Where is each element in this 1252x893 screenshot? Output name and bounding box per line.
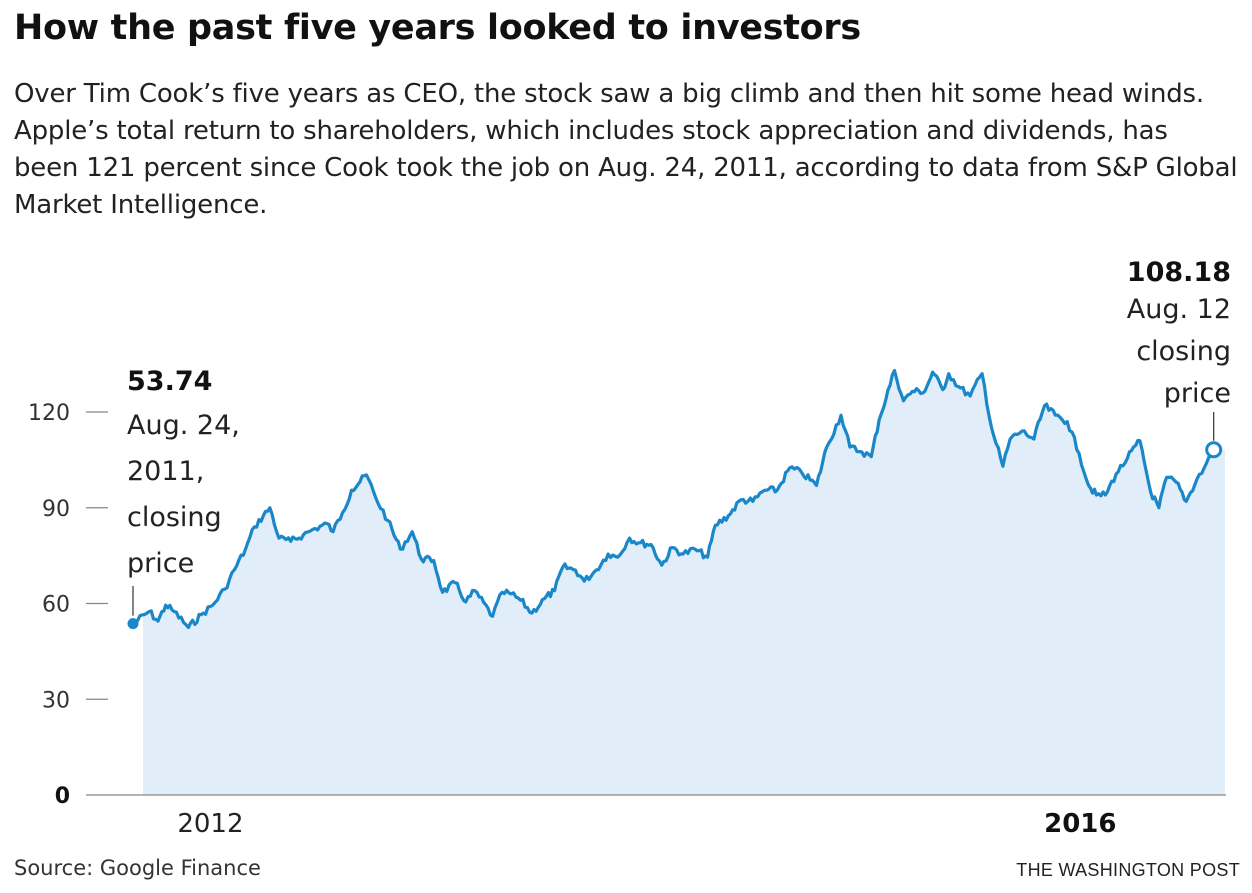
y-tick-label: 0	[55, 784, 70, 809]
start-price-caption: Aug. 24,	[127, 410, 240, 441]
end-price-caption: price	[1164, 378, 1231, 409]
start-price-caption: closing	[127, 502, 222, 533]
x-tick-label: 2016	[1044, 809, 1116, 839]
y-axis: 0 30 60 90 120	[28, 401, 108, 809]
publisher-credit: THE WASHINGTON POST	[1016, 860, 1240, 880]
annotations: 53.74 Aug. 24, 2011, closing price 108.18 Aug.…	[127, 257, 1231, 630]
start-price-caption: 2011,	[127, 456, 204, 487]
chart-subtitle: Over Tim Cook’s five years as CEO, the s…	[14, 79, 1238, 220]
end-price-caption: closing	[1136, 336, 1231, 367]
y-tick-label: 30	[42, 688, 70, 713]
y-tick-label: 60	[42, 593, 70, 618]
x-axis: 2012 2016	[177, 809, 1116, 839]
end-price-marker	[1205, 441, 1223, 459]
price-line	[132, 368, 1216, 629]
y-tick-label: 90	[42, 497, 70, 522]
x-tick-label: 2012	[177, 809, 243, 839]
chart-title: How the past five years looked to invest…	[14, 8, 861, 48]
price-area-fill	[139, 370, 1225, 795]
start-price-marker	[127, 618, 139, 630]
start-price-value: 53.74	[127, 366, 212, 397]
start-price-caption: price	[127, 548, 194, 579]
end-price-value: 108.18	[1127, 257, 1231, 288]
end-price-caption: Aug. 12	[1127, 294, 1231, 325]
y-tick-label: 120	[28, 401, 70, 426]
source-note: Source: Google Finance	[14, 856, 261, 880]
